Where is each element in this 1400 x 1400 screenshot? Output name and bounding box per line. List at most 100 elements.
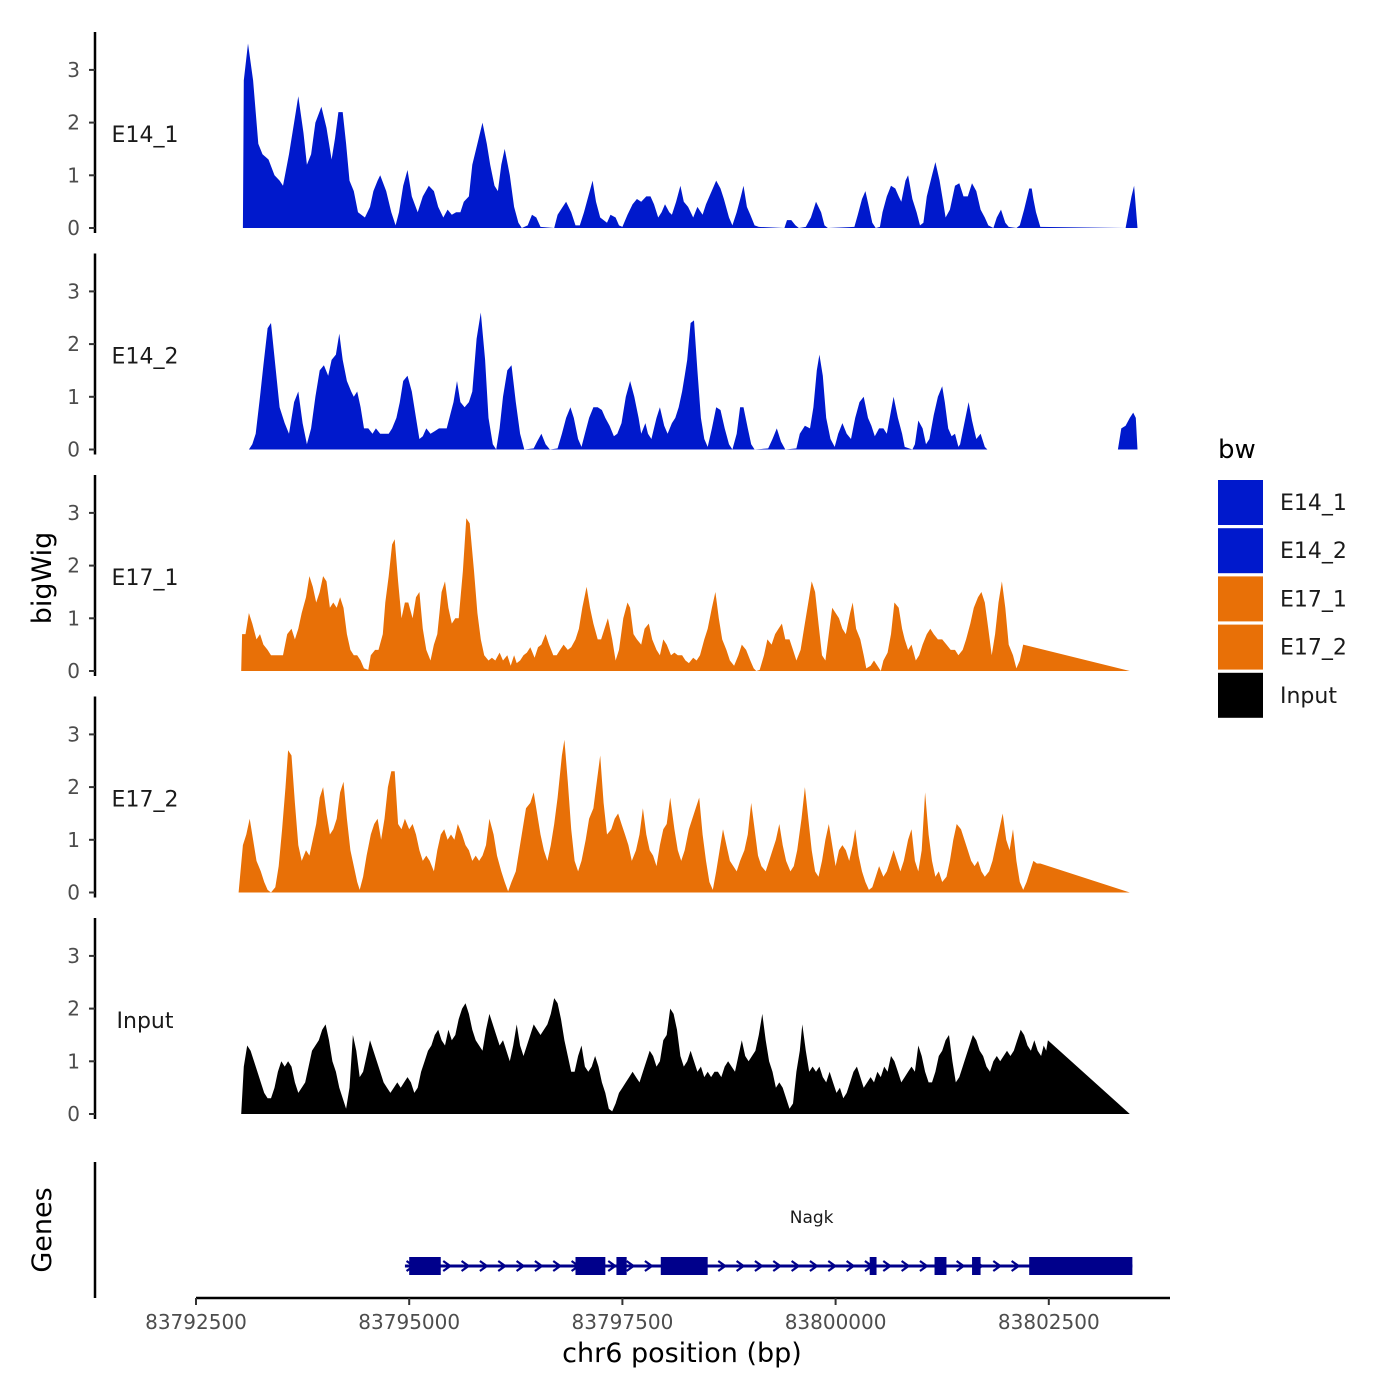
strand-arrow	[515, 1260, 526, 1272]
genes-axis-title: Genes	[27, 1187, 58, 1272]
legend-item: E14_2	[1218, 528, 1347, 574]
strand-arrow	[919, 1260, 929, 1272]
y-tick-label: 2	[67, 997, 80, 1021]
strand-arrow	[882, 1260, 893, 1272]
x-axis-title: chr6 position (bp)	[562, 1338, 802, 1369]
gene-exon	[409, 1257, 441, 1275]
y-tick-label: 0	[67, 659, 80, 683]
gene-exon	[869, 1257, 877, 1275]
strand-arrow	[735, 1260, 746, 1272]
legend-label: Input	[1280, 684, 1337, 709]
track-E14_2: 0 1 2 3 E14_2	[67, 253, 1138, 462]
y-tick-label: 1	[67, 385, 80, 409]
coverage-area-E14_2	[248, 312, 1138, 450]
x-axis-ticks: 83792500 83795000 83797500 83800000 83802500	[145, 1298, 1100, 1334]
track-E17_1: 0 1 2 3 E17_1	[67, 475, 1130, 683]
legend-item: Input	[1218, 672, 1337, 718]
strand-arrow	[644, 1260, 654, 1272]
legend-swatch	[1218, 576, 1263, 622]
y-tick-label: 1	[67, 828, 80, 852]
gene-exon	[934, 1257, 947, 1275]
coverage-area-E14_1	[242, 43, 1138, 228]
strand-arrow	[552, 1260, 563, 1272]
y-tick-label: 1	[67, 163, 80, 187]
track-label: Input	[117, 1009, 174, 1034]
gene-exon	[616, 1257, 627, 1275]
strand-arrow	[809, 1260, 819, 1272]
y-tick-label: 3	[67, 944, 80, 968]
y-tick-label: 0	[67, 881, 80, 905]
coverage-area-E17_2	[238, 739, 1130, 893]
y-tick-label: 0	[67, 216, 80, 240]
legend-item: E17_1	[1218, 576, 1347, 622]
y-tick-label: 0	[67, 1102, 80, 1126]
strand-arrow	[845, 1260, 856, 1272]
strand-arrow	[717, 1260, 728, 1272]
strand-arrow	[625, 1260, 636, 1272]
coverage-tracks: 0 1 2 3 E14_1 0 1 2 3 E14_2 0 1 2 3 E17_1 0 1 2 3 E17_2 0 1 2 3…	[67, 32, 1138, 1126]
strand-arrow	[479, 1260, 489, 1272]
legend-items: E14_1 E14_2 E17_1 E17_2 Input	[1218, 480, 1347, 718]
track-label: E17_2	[112, 788, 179, 813]
strand-arrow	[460, 1260, 471, 1272]
coverage-area-E17_1	[241, 518, 1130, 671]
strand-arrow	[754, 1260, 764, 1272]
track-label: E14_2	[112, 345, 179, 370]
gene-Nagk: Nagk	[404, 1208, 1133, 1275]
y-axis-title: bigWig	[27, 532, 58, 625]
y-tick-label: 1	[67, 1049, 80, 1073]
legend-label: E14_1	[1280, 491, 1347, 516]
x-tick-label: 83800000	[785, 1310, 887, 1334]
gene-exon	[972, 1257, 981, 1275]
track-E17_2: 0 1 2 3 E17_2	[67, 696, 1130, 905]
gene-exon	[660, 1257, 708, 1275]
track-Input: 0 1 2 3 Input	[67, 918, 1130, 1126]
legend-item: E17_2	[1218, 624, 1347, 670]
strand-arrow	[1010, 1260, 1021, 1272]
y-tick-label: 2	[67, 332, 80, 356]
legend-item: E14_1	[1218, 480, 1347, 525]
track-label: E14_1	[112, 123, 179, 148]
strand-arrow	[772, 1260, 783, 1272]
gene-exon	[1029, 1257, 1133, 1275]
legend-label: E14_2	[1280, 539, 1347, 564]
y-tick-label: 3	[67, 279, 80, 303]
legend-swatch	[1218, 672, 1263, 718]
x-tick-label: 83797500	[572, 1310, 674, 1334]
strand-arrow	[992, 1260, 1003, 1272]
y-tick-label: 2	[67, 554, 80, 578]
strand-arrow	[955, 1260, 966, 1272]
y-tick-label: 3	[67, 58, 80, 82]
strand-arrow	[607, 1260, 618, 1272]
strand-arrow	[900, 1260, 911, 1272]
strand-arrow	[534, 1260, 544, 1272]
gene-models: Nagk	[404, 1208, 1133, 1275]
y-tick-label: 0	[67, 438, 80, 462]
legend: bw E14_1 E14_2 E17_1 E17_2 Input	[1218, 435, 1347, 718]
strand-arrow	[827, 1260, 838, 1272]
y-tick-label: 2	[67, 111, 80, 135]
legend-title: bw	[1218, 435, 1256, 465]
strand-arrow	[790, 1260, 801, 1272]
coverage-area-Input	[241, 998, 1130, 1114]
y-tick-label: 3	[67, 501, 80, 525]
y-tick-label: 2	[67, 775, 80, 799]
legend-swatch	[1218, 624, 1263, 670]
track-label: E17_1	[112, 566, 179, 591]
x-axis: 83792500 83795000 83797500 83800000 83802500…	[145, 1296, 1170, 1369]
track-E14_1: 0 1 2 3 E14_1	[67, 32, 1138, 240]
legend-label: E17_1	[1280, 587, 1347, 612]
x-tick-label: 83802500	[998, 1310, 1100, 1334]
strand-arrow	[497, 1260, 508, 1272]
y-tick-label: 1	[67, 606, 80, 630]
legend-swatch	[1218, 528, 1263, 574]
gene-name-label: Nagk	[790, 1208, 834, 1228]
genes-panel: Genes Nagk	[27, 1162, 1133, 1298]
legend-swatch	[1218, 480, 1263, 525]
gene-exon	[575, 1257, 606, 1275]
y-tick-label: 3	[67, 722, 80, 746]
x-tick-label: 83795000	[358, 1310, 460, 1334]
strand-arrow	[442, 1260, 453, 1272]
x-tick-label: 83792500	[145, 1310, 247, 1334]
